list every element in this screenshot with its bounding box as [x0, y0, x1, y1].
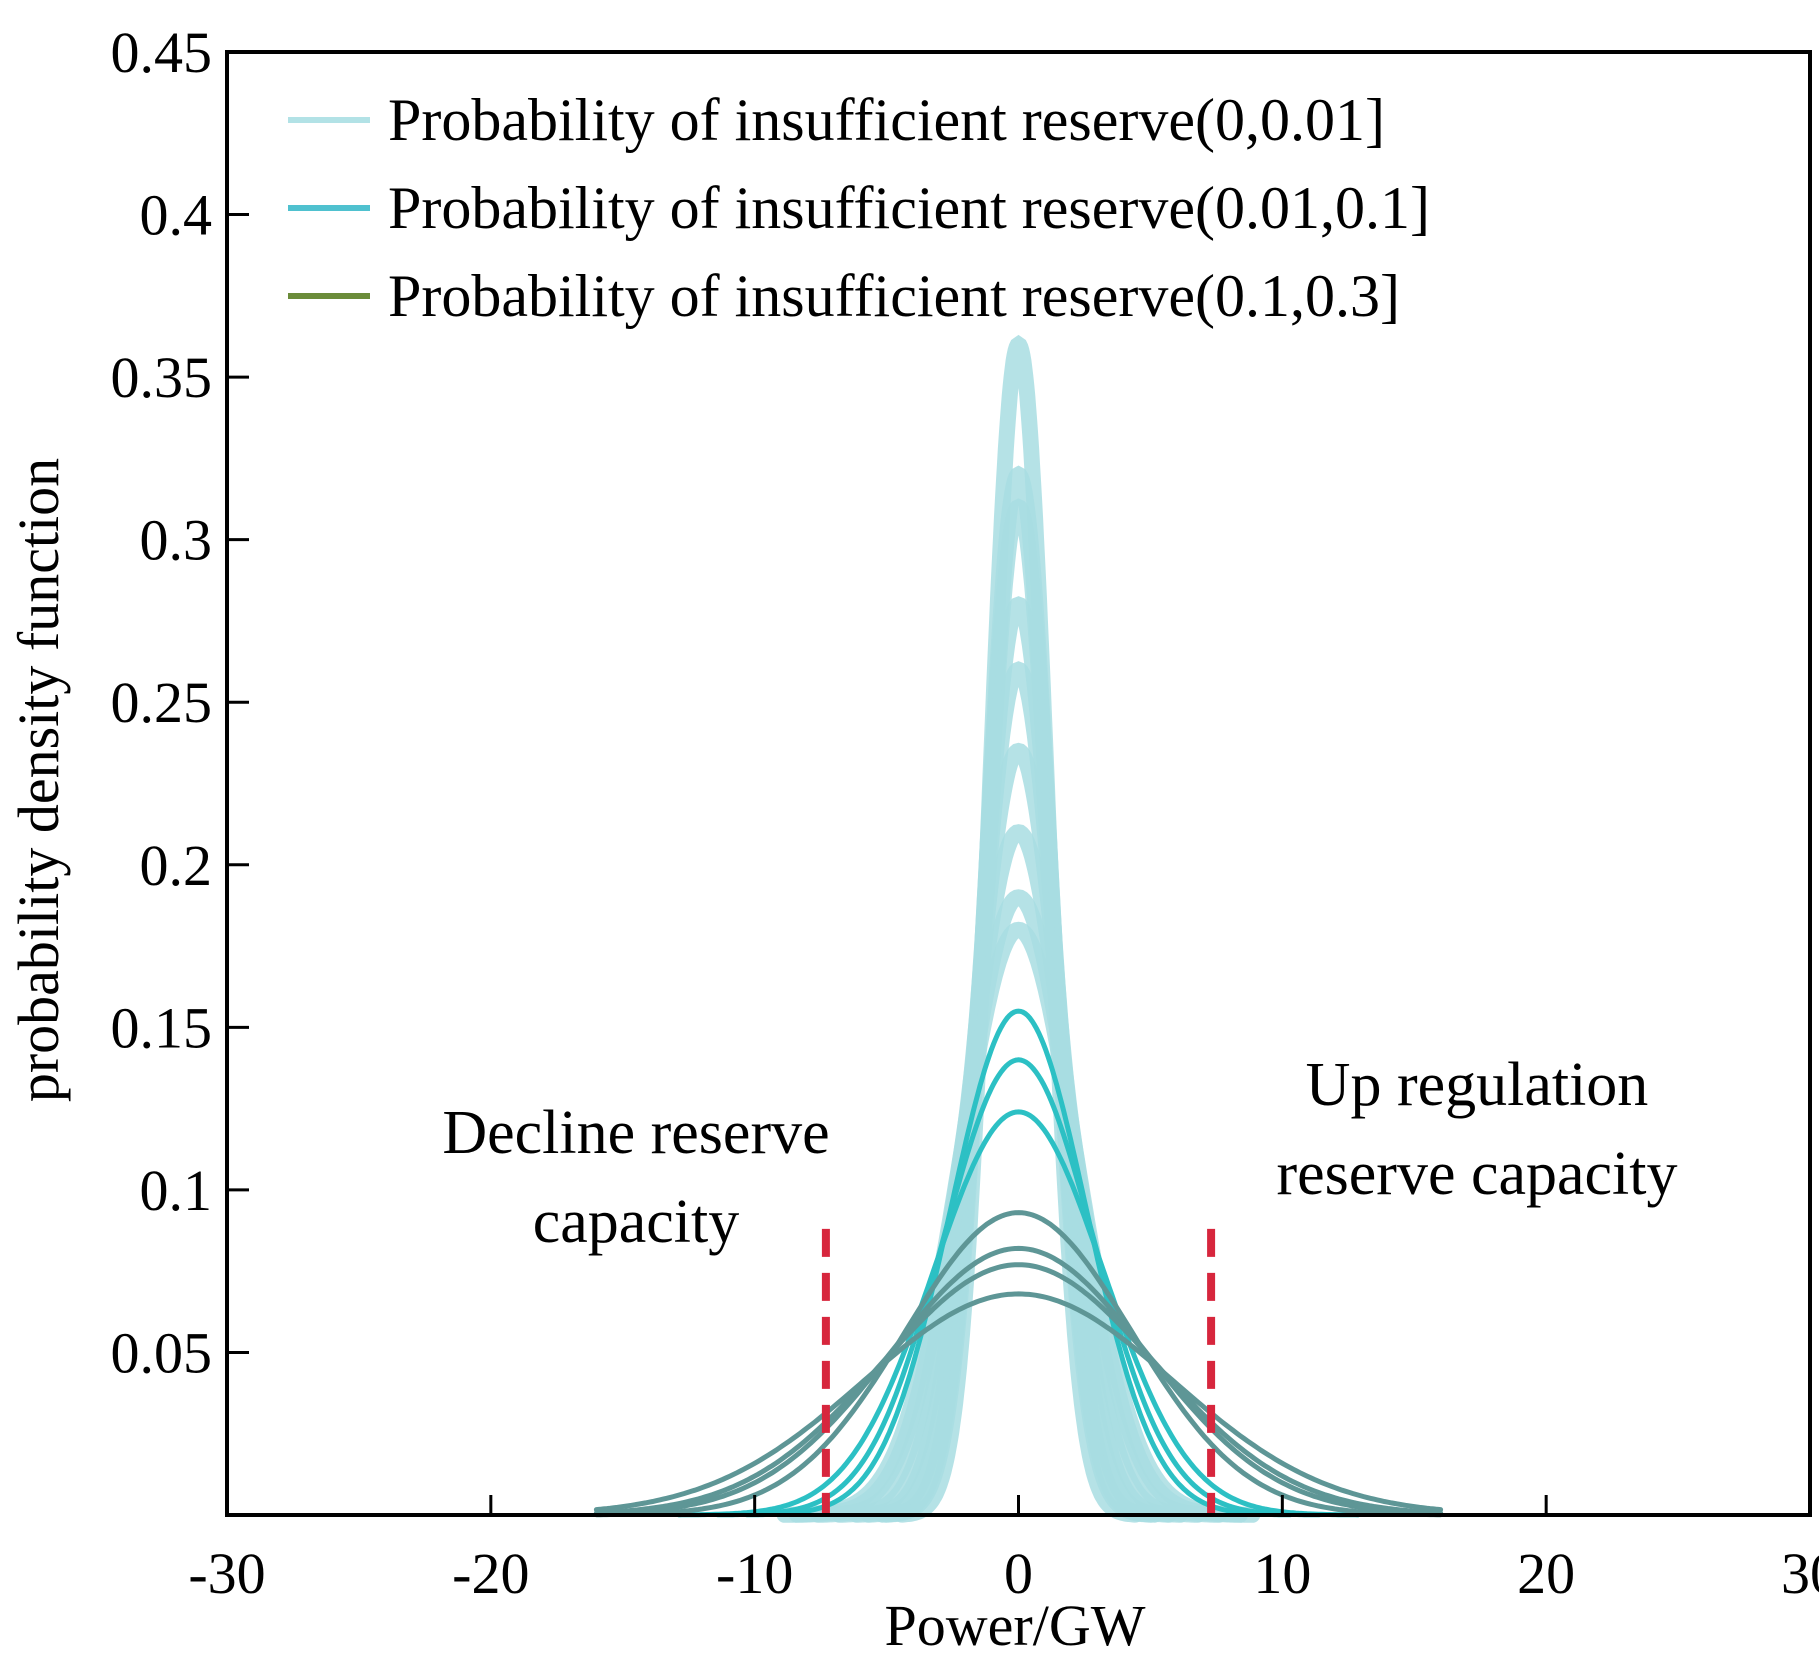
density-curve — [593, 1262, 1444, 1516]
reserve-lines — [821, 1228, 1216, 1515]
y-axis-title: probability density function — [6, 458, 71, 1102]
y-tick-label: 0.2 — [140, 833, 213, 898]
x-tick-label: 30 — [1781, 1541, 1819, 1606]
density-curve — [593, 1245, 1444, 1517]
x-tick-label: -20 — [452, 1541, 529, 1606]
density-curve — [744, 1008, 1293, 1518]
density-curve — [593, 1210, 1444, 1518]
density-curve — [810, 824, 1227, 1523]
legend-label: Probability of insufficient reserve(0.1,… — [388, 263, 1400, 329]
density-curve — [593, 1291, 1444, 1513]
legend-label: Probability of insufficient reserve(0,0.… — [388, 87, 1385, 153]
x-tick-label: 0 — [1004, 1541, 1033, 1606]
density-curve — [831, 742, 1206, 1523]
x-tick-label: -30 — [188, 1541, 265, 1606]
decline-reserve-label-line2: capacity — [533, 1188, 740, 1256]
up-regulation-label-line1: Up regulation — [1306, 1051, 1649, 1119]
decline-reserve-label-line1: Decline reserve — [442, 1099, 829, 1167]
legend: Probability of insufficient reserve(0,0.… — [288, 87, 1430, 329]
x-axis-title: Power/GW — [885, 1593, 1146, 1658]
density-curve — [776, 921, 1261, 1523]
legend-label: Probability of insufficient reserve(0.01… — [388, 175, 1430, 241]
series-3 — [593, 1210, 1444, 1518]
density-curves — [593, 334, 1444, 1523]
y-tick-label: 0.4 — [140, 183, 213, 248]
y-tick-label: 0.1 — [140, 1158, 213, 1223]
series-1 — [776, 334, 1261, 1523]
series-2 — [676, 1008, 1361, 1518]
up-regulation-label-line2: reserve capacity — [1276, 1140, 1677, 1208]
y-tick-label: 0.15 — [111, 995, 213, 1060]
x-tick-label: 20 — [1517, 1541, 1575, 1606]
y-tick-label: 0.3 — [140, 508, 213, 573]
y-tick-label: 0.05 — [111, 1320, 213, 1385]
y-tick-label: 0.45 — [111, 20, 213, 85]
x-tick-label: 10 — [1253, 1541, 1311, 1606]
x-tick-label: -10 — [716, 1541, 793, 1606]
y-tick-label: 0.35 — [111, 345, 213, 410]
density-curve — [848, 661, 1189, 1523]
axis-ticks: -30 -20 -10 0 10 20 30 0.05 0.1 0.15 0.2 0.25 0.3 0.3… — [111, 20, 1819, 1606]
density-curve — [676, 1109, 1361, 1518]
y-tick-label: 0.25 — [111, 670, 213, 735]
density-curve — [715, 1057, 1322, 1518]
